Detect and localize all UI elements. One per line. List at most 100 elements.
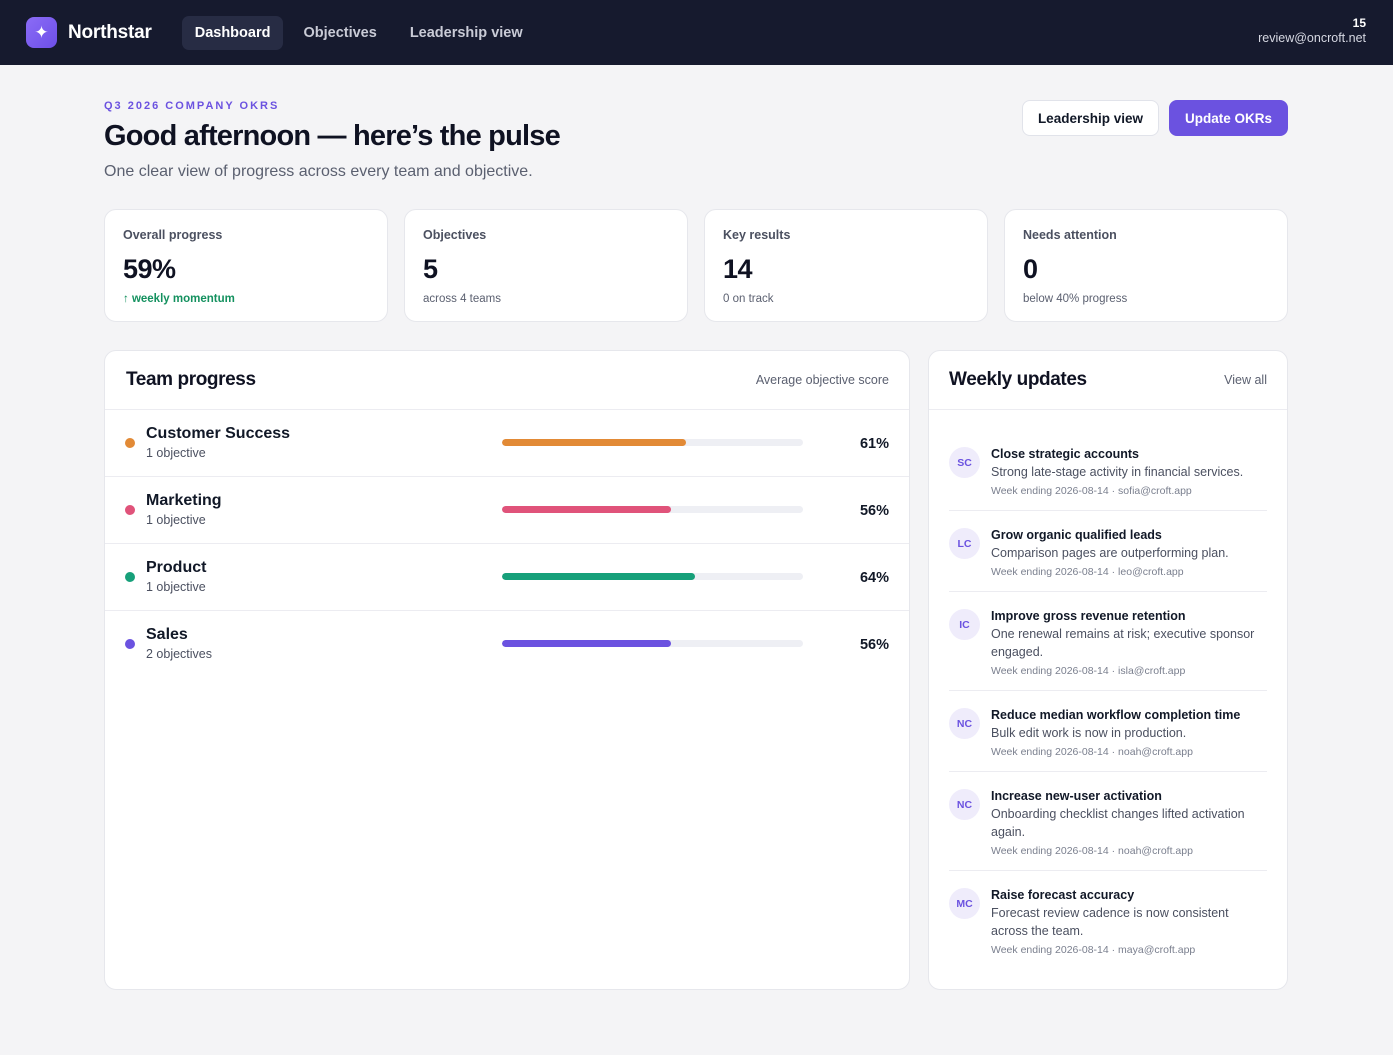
team-row-product[interactable]: Product 1 objective 64% (105, 544, 909, 611)
stat-label: Needs attention (1023, 228, 1117, 242)
update-item[interactable]: LC Grow organic qualified leads Comparis… (949, 511, 1267, 592)
nav-dashboard[interactable]: Dashboard (181, 15, 284, 50)
progress-fill (502, 573, 695, 580)
team-progress-panel: Team progress Average objective score Cu… (104, 350, 910, 990)
team-percent: 61% (859, 436, 889, 452)
team-color-dot (125, 572, 135, 582)
nav-objectives[interactable]: Objectives (303, 24, 377, 41)
team-row-sales[interactable]: Sales 2 objectives 56% (105, 611, 909, 678)
update-item[interactable]: MC Raise forecast accuracy Forecast revi… (949, 871, 1267, 969)
progress-fill (502, 506, 671, 513)
brand-logo[interactable]: ✦ Northstar (26, 17, 152, 48)
update-meta: Week ending 2026-08-14 · isla@croft.app (991, 665, 1186, 677)
stat-value: 5 (423, 254, 438, 284)
stat-note: ↑ weekly momentum (123, 293, 235, 305)
team-objective-count: 1 objective (146, 446, 206, 460)
stat-label: Key results (723, 228, 791, 242)
stat-label: Objectives (423, 228, 487, 242)
update-meta: Week ending 2026-08-14 · noah@croft.app (991, 845, 1193, 857)
update-body: Reduce median workflow completion time B… (991, 708, 1240, 759)
team-name: Product (146, 559, 207, 576)
update-title: Reduce median workflow completion time (991, 708, 1241, 722)
progress-fill (502, 439, 686, 446)
page-eyebrow: Q3 2026 COMPANY OKRS (104, 100, 280, 112)
update-meta: Week ending 2026-08-14 · noah@croft.app (991, 746, 1193, 758)
team-objective-count: 2 objectives (146, 647, 213, 661)
update-text: Bulk edit work is now in production. (991, 726, 1187, 740)
update-okrs-button[interactable]: Update OKRs (1168, 100, 1288, 136)
stat-card-key-results: Key results 14 0 on track (704, 209, 988, 322)
update-body: Improve gross revenue retention One rene… (991, 609, 1267, 678)
update-item[interactable]: NC Increase new-user activation Onboardi… (949, 772, 1267, 871)
user-count: 15 (1352, 16, 1366, 30)
team-list: Customer Success 1 objective 61% Marketi… (105, 410, 909, 678)
update-title: Close strategic accounts (991, 447, 1139, 461)
team-percent: 64% (859, 570, 889, 586)
update-body: Grow organic qualified leads Comparison … (991, 528, 1229, 579)
avatar: NC (949, 708, 980, 739)
team-progress-header: Team progress Average objective score (105, 351, 909, 410)
team-name: Sales (146, 626, 188, 643)
update-item[interactable]: NC Reduce median workflow completion tim… (949, 691, 1267, 772)
update-text: Forecast review cadence is now consisten… (991, 906, 1229, 938)
update-meta: Week ending 2026-08-14 · maya@croft.app (991, 944, 1196, 956)
leadership-view-button[interactable]: Leadership view (1021, 100, 1159, 136)
team-objective-count: 1 objective (146, 513, 206, 527)
update-text: Onboarding checklist changes lifted acti… (991, 807, 1245, 839)
avatar: LC (949, 528, 980, 559)
team-progress-caption: Average objective score (755, 373, 889, 387)
progress-track (502, 573, 803, 580)
stat-note: 0 on track (723, 293, 774, 305)
update-text: Strong late-stage activity in financial … (991, 465, 1244, 479)
team-percent: 56% (859, 503, 889, 519)
top-navbar: ✦ Northstar Dashboard Objectives Leaders… (0, 0, 1393, 65)
update-body: Close strategic accounts Strong late-sta… (991, 447, 1243, 498)
main-nav: Dashboard Objectives Leadership view (181, 15, 543, 50)
header-actions: Leadership view Update OKRs (1021, 100, 1288, 136)
update-meta: Week ending 2026-08-14 · leo@croft.app (991, 566, 1184, 578)
team-color-dot (125, 505, 135, 515)
stat-card-objectives: Objectives 5 across 4 teams (404, 209, 688, 322)
weekly-updates-title: Weekly updates (949, 369, 1087, 390)
weekly-updates-header: Weekly updates View all (929, 351, 1287, 410)
team-name: Customer Success (146, 425, 291, 442)
progress-track (502, 439, 803, 446)
stats-row: Overall progress 59% ↑ weekly momentum O… (104, 209, 1288, 322)
stat-value: 0 (1023, 254, 1038, 284)
stat-card-overall-progress: Overall progress 59% ↑ weekly momentum (104, 209, 388, 322)
update-item[interactable]: SC Close strategic accounts Strong late-… (949, 430, 1267, 511)
updates-list: SC Close strategic accounts Strong late-… (929, 410, 1287, 969)
update-body: Increase new-user activation Onboarding … (991, 789, 1267, 858)
progress-fill (502, 640, 671, 647)
progress-track (502, 506, 803, 513)
weekly-updates-panel: Weekly updates View all SC Close strateg… (928, 350, 1288, 990)
team-row-marketing[interactable]: Marketing 1 objective 56% (105, 477, 909, 544)
sparkle-icon: ✦ (26, 17, 57, 48)
stat-value: 59% (123, 254, 176, 284)
update-title: Increase new-user activation (991, 789, 1162, 803)
user-menu[interactable]: 15 review@oncroft.net (1258, 16, 1366, 46)
avatar: MC (949, 888, 980, 919)
team-name: Marketing (146, 492, 222, 509)
user-email: review@oncroft.net (1258, 31, 1366, 45)
view-all-link[interactable]: View all (1224, 373, 1267, 387)
avatar: IC (949, 609, 980, 640)
team-percent: 56% (859, 637, 889, 653)
stat-value: 14 (723, 254, 753, 284)
page-subtitle: One clear view of progress across every … (104, 163, 533, 180)
stat-note: below 40% progress (1023, 293, 1128, 305)
update-item[interactable]: IC Improve gross revenue retention One r… (949, 592, 1267, 691)
update-text: One renewal remains at risk; executive s… (991, 627, 1255, 659)
team-row-customer-success[interactable]: Customer Success 1 objective 61% (105, 410, 909, 477)
update-meta: Week ending 2026-08-14 · sofia@croft.app (991, 485, 1192, 497)
team-objective-count: 1 objective (146, 580, 206, 594)
nav-leadership-view[interactable]: Leadership view (409, 24, 523, 41)
avatar: SC (949, 447, 980, 478)
team-progress-title: Team progress (126, 369, 256, 390)
team-color-dot (125, 639, 135, 649)
avatar: NC (949, 789, 980, 820)
team-color-dot (125, 438, 135, 448)
update-title: Raise forecast accuracy (991, 888, 1135, 902)
update-body: Raise forecast accuracy Forecast review … (991, 888, 1267, 957)
stat-label: Overall progress (123, 228, 223, 242)
